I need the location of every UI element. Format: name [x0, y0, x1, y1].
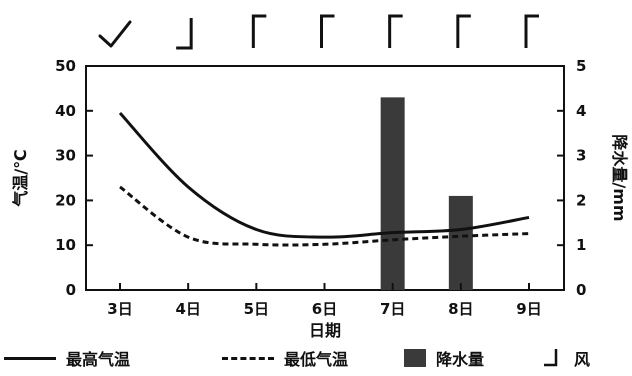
wind-barb-icon: [176, 18, 193, 50]
min-temp-line: [119, 185, 530, 247]
y-axis-left-label: 气温/℃: [11, 149, 30, 207]
wind-barb-icon: [524, 14, 539, 48]
barb-stroke: [456, 14, 471, 48]
barb-stroke: [320, 14, 335, 48]
barb-stroke: [251, 14, 267, 48]
wind-barb-icon: [544, 349, 558, 367]
max-temp-line: [118, 112, 530, 239]
y-right-tick-label: 3: [576, 147, 586, 165]
precip-bars: [380, 97, 473, 290]
y-left-tick-label: 40: [55, 102, 76, 120]
x-tick-label: 9日: [516, 300, 541, 318]
x-tick-label: 8日: [448, 300, 473, 318]
legend-dashed-line-swatch: [222, 356, 274, 360]
legend-label-precip: 降水量: [436, 350, 485, 369]
wind-barb-icon: [320, 14, 335, 48]
y-axis-right-label: 降水量/mm: [610, 134, 629, 221]
checkmark-stroke: [98, 20, 132, 48]
legend-item-min-temp: 最低气温: [222, 343, 348, 373]
temperature-lines: [118, 112, 530, 247]
barb-stroke: [388, 14, 403, 48]
plot-frame: [85, 65, 565, 291]
x-tick-label: 3日: [107, 300, 132, 318]
y-right-tick-label: 2: [576, 191, 586, 209]
legend-label-max-temp: 最高气温: [66, 350, 131, 369]
precip-bar: [448, 195, 473, 290]
y-left-tick-label: 20: [55, 191, 76, 209]
y-right-tick-label: 1: [576, 236, 586, 254]
legend-item-wind: 风: [542, 343, 590, 373]
barb-stroke: [176, 18, 193, 50]
legend-item-precip: 降水量: [404, 343, 484, 373]
x-axis-label: 日期: [309, 321, 341, 340]
legend: 最高气温 最低气温 降水量 风: [0, 343, 632, 373]
x-tick-label: 6日: [312, 300, 337, 318]
calm-checkmark-icon: [98, 20, 132, 48]
legend-label-min-temp: 最低气温: [284, 350, 349, 369]
legend-label-wind: 风: [574, 350, 591, 369]
x-tick-label: 4日: [175, 300, 200, 318]
barb-stroke: [524, 14, 539, 48]
y-left-tick-label: 10: [55, 236, 76, 254]
wind-barb-icon: [388, 14, 403, 48]
legend-item-max-temp: 最高气温: [4, 343, 130, 373]
y-left-tick-label: 50: [55, 57, 76, 75]
y-left-tick-label: 0: [66, 281, 76, 299]
wind-symbols: [98, 14, 539, 50]
axis-ticks: 0 10 20 30 40 50 0 1 2 3 4 5 3日 4日 5日 6日 7日 8日 9日: [55, 57, 586, 318]
x-tick-label: 7日: [380, 300, 405, 318]
y-right-tick-label: 0: [576, 281, 586, 299]
precip-bar: [380, 97, 405, 290]
x-tick-label: 5日: [244, 300, 269, 318]
y-left-tick-label: 30: [55, 147, 76, 165]
legend-bar-swatch: [404, 349, 426, 367]
wind-barb-icon: [456, 14, 471, 48]
y-right-tick-label: 5: [576, 57, 586, 75]
legend-solid-line-swatch: [4, 356, 56, 360]
y-right-tick-label: 4: [576, 102, 586, 120]
wind-barb-icon: [251, 14, 267, 48]
chart-canvas: 0 10 20 30 40 50 0 1 2 3 4 5 3日 4日 5日 6日 7日 8日 9日 气温/℃ 降水量…: [11, 14, 629, 340]
